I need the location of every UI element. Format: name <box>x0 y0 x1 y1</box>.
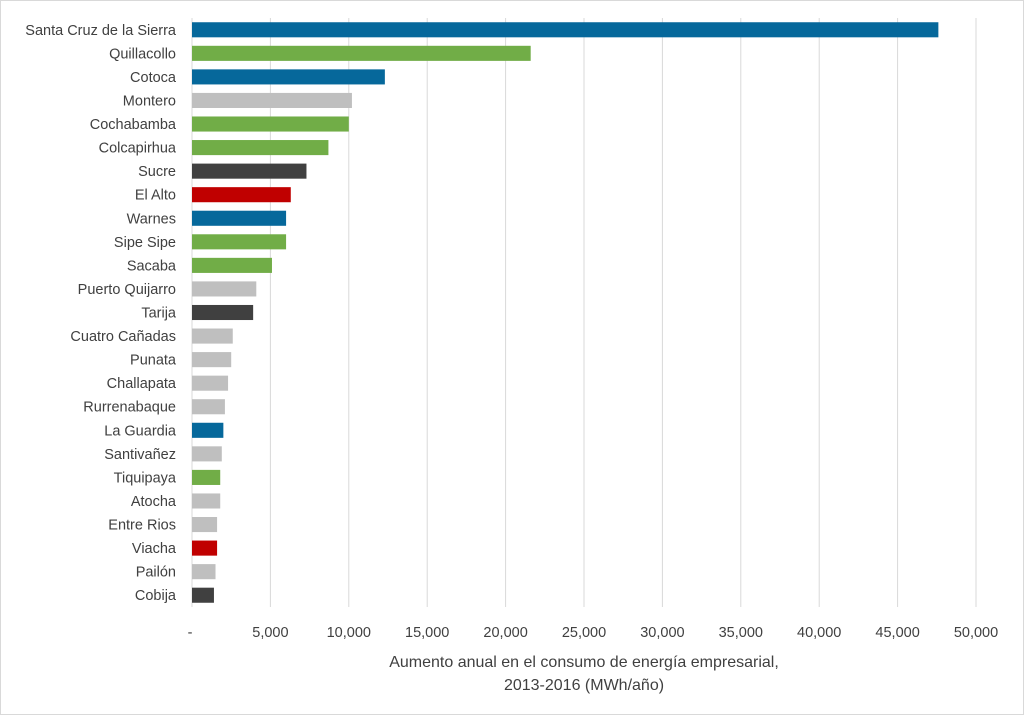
gridlines <box>191 18 977 607</box>
x-tick-label-1: 5,000 <box>252 625 288 641</box>
category-labels: Santa Cruz de la Sierra Quillacollo Cotoca… <box>25 23 177 604</box>
bar-5 <box>192 140 329 156</box>
bar-20 <box>192 493 221 509</box>
bar-15 <box>192 375 229 391</box>
category-label-16: Rurrenabaque <box>83 400 176 416</box>
bar-1 <box>192 45 531 61</box>
category-label-8: Warnes <box>127 211 176 227</box>
category-label-4: Cochabamba <box>90 117 177 133</box>
bar-9 <box>192 234 287 250</box>
category-label-17: La Guardia <box>104 423 177 439</box>
bar-17 <box>192 422 224 438</box>
x-tick-label-10: 50,000 <box>954 625 998 641</box>
bar-12 <box>192 304 254 321</box>
x-tick-label-8: 40,000 <box>797 625 841 641</box>
category-label-9: Sipe Sipe <box>114 235 176 251</box>
bar-23 <box>192 564 216 580</box>
category-label-23: Pailón <box>136 565 176 581</box>
bar-6 <box>192 163 307 179</box>
category-label-19: Tiquipaya <box>114 470 177 486</box>
x-tick-labels: - 5,000 10,000 15,000 20,000 25,000 30,000 35,0… <box>188 625 999 641</box>
bar-11 <box>192 281 257 297</box>
category-label-18: Santivañez <box>104 447 176 463</box>
x-tick-label-9: 45,000 <box>875 625 919 641</box>
category-label-20: Atocha <box>131 494 177 510</box>
bar-7 <box>192 187 291 203</box>
x-tick-label-3: 15,000 <box>405 625 449 641</box>
bar-22 <box>192 540 218 556</box>
category-label-7: El Alto <box>135 188 176 204</box>
category-label-5: Colcapirhua <box>99 141 177 157</box>
bar-0 <box>192 22 939 38</box>
bar-13 <box>192 328 233 344</box>
bars <box>192 22 939 603</box>
category-label-24: Cobija <box>135 588 177 604</box>
bar-4 <box>192 116 349 132</box>
category-label-3: Montero <box>123 93 176 109</box>
category-label-21: Entre Rios <box>108 518 176 534</box>
x-tick-label-0: - <box>188 625 193 641</box>
bar-8 <box>192 210 287 226</box>
bar-19 <box>192 469 221 485</box>
category-label-22: Viacha <box>132 541 177 557</box>
bar-16 <box>192 399 225 415</box>
category-label-11: Puerto Quijarro <box>78 282 176 298</box>
category-label-14: Punata <box>130 353 177 369</box>
bar-24 <box>192 587 214 603</box>
bar-3 <box>192 92 352 108</box>
bar-21 <box>192 517 218 533</box>
category-label-13: Cuatro Cañadas <box>70 329 176 345</box>
x-tick-label-4: 20,000 <box>483 625 527 641</box>
x-axis-title-line-1: Aumento anual en el consumo de energía e… <box>389 654 779 671</box>
x-tick-label-6: 30,000 <box>640 625 684 641</box>
bar-18 <box>192 446 222 462</box>
bar-10 <box>192 257 272 273</box>
category-label-12: Tarija <box>141 306 177 322</box>
category-label-2: Cotoca <box>130 70 177 86</box>
bar-14 <box>192 352 232 368</box>
x-tick-label-5: 25,000 <box>562 625 606 641</box>
category-label-0: Santa Cruz de la Sierra <box>25 23 177 39</box>
x-tick-label-7: 35,000 <box>719 625 763 641</box>
x-tick-label-2: 10,000 <box>327 625 371 641</box>
category-label-6: Sucre <box>138 164 176 180</box>
category-label-10: Sacaba <box>127 258 177 274</box>
category-label-15: Challapata <box>107 376 177 392</box>
bar-2 <box>192 69 385 85</box>
x-axis-title-line-2: 2013-2016 (MWh/año) <box>504 677 664 694</box>
category-label-1: Quillacollo <box>109 46 176 62</box>
